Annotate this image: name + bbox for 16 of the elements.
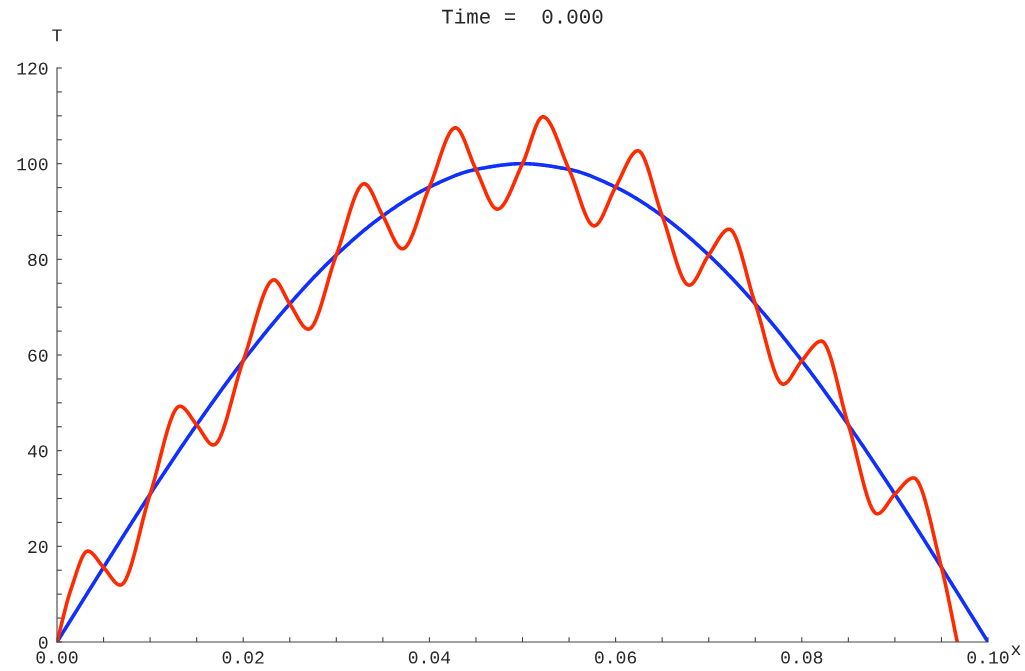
y-tick-label: 0 xyxy=(38,636,48,649)
x-tick-label: 0.00 xyxy=(36,651,78,664)
y-tick-label: 80 xyxy=(28,253,48,267)
x-tick-label: 0.04 xyxy=(408,651,451,664)
x-axis-title: x xyxy=(1011,645,1021,656)
chart-title: Time = 0.000 xyxy=(442,8,603,24)
y-tick-label: 40 xyxy=(27,445,48,458)
x-tick-label: 0.10 xyxy=(967,651,1009,664)
x-tick-label: 0.08 xyxy=(781,651,823,664)
y-tick-label: 120 xyxy=(17,62,48,75)
x-tick-label: 0.02 xyxy=(222,651,264,664)
y-tick-label: 60 xyxy=(28,349,48,362)
y-axis-title: T xyxy=(52,29,62,42)
x-tick-label: 0.06 xyxy=(595,651,637,664)
y-tick-label: 100 xyxy=(17,158,48,171)
y-tick-label: 20 xyxy=(28,540,48,554)
